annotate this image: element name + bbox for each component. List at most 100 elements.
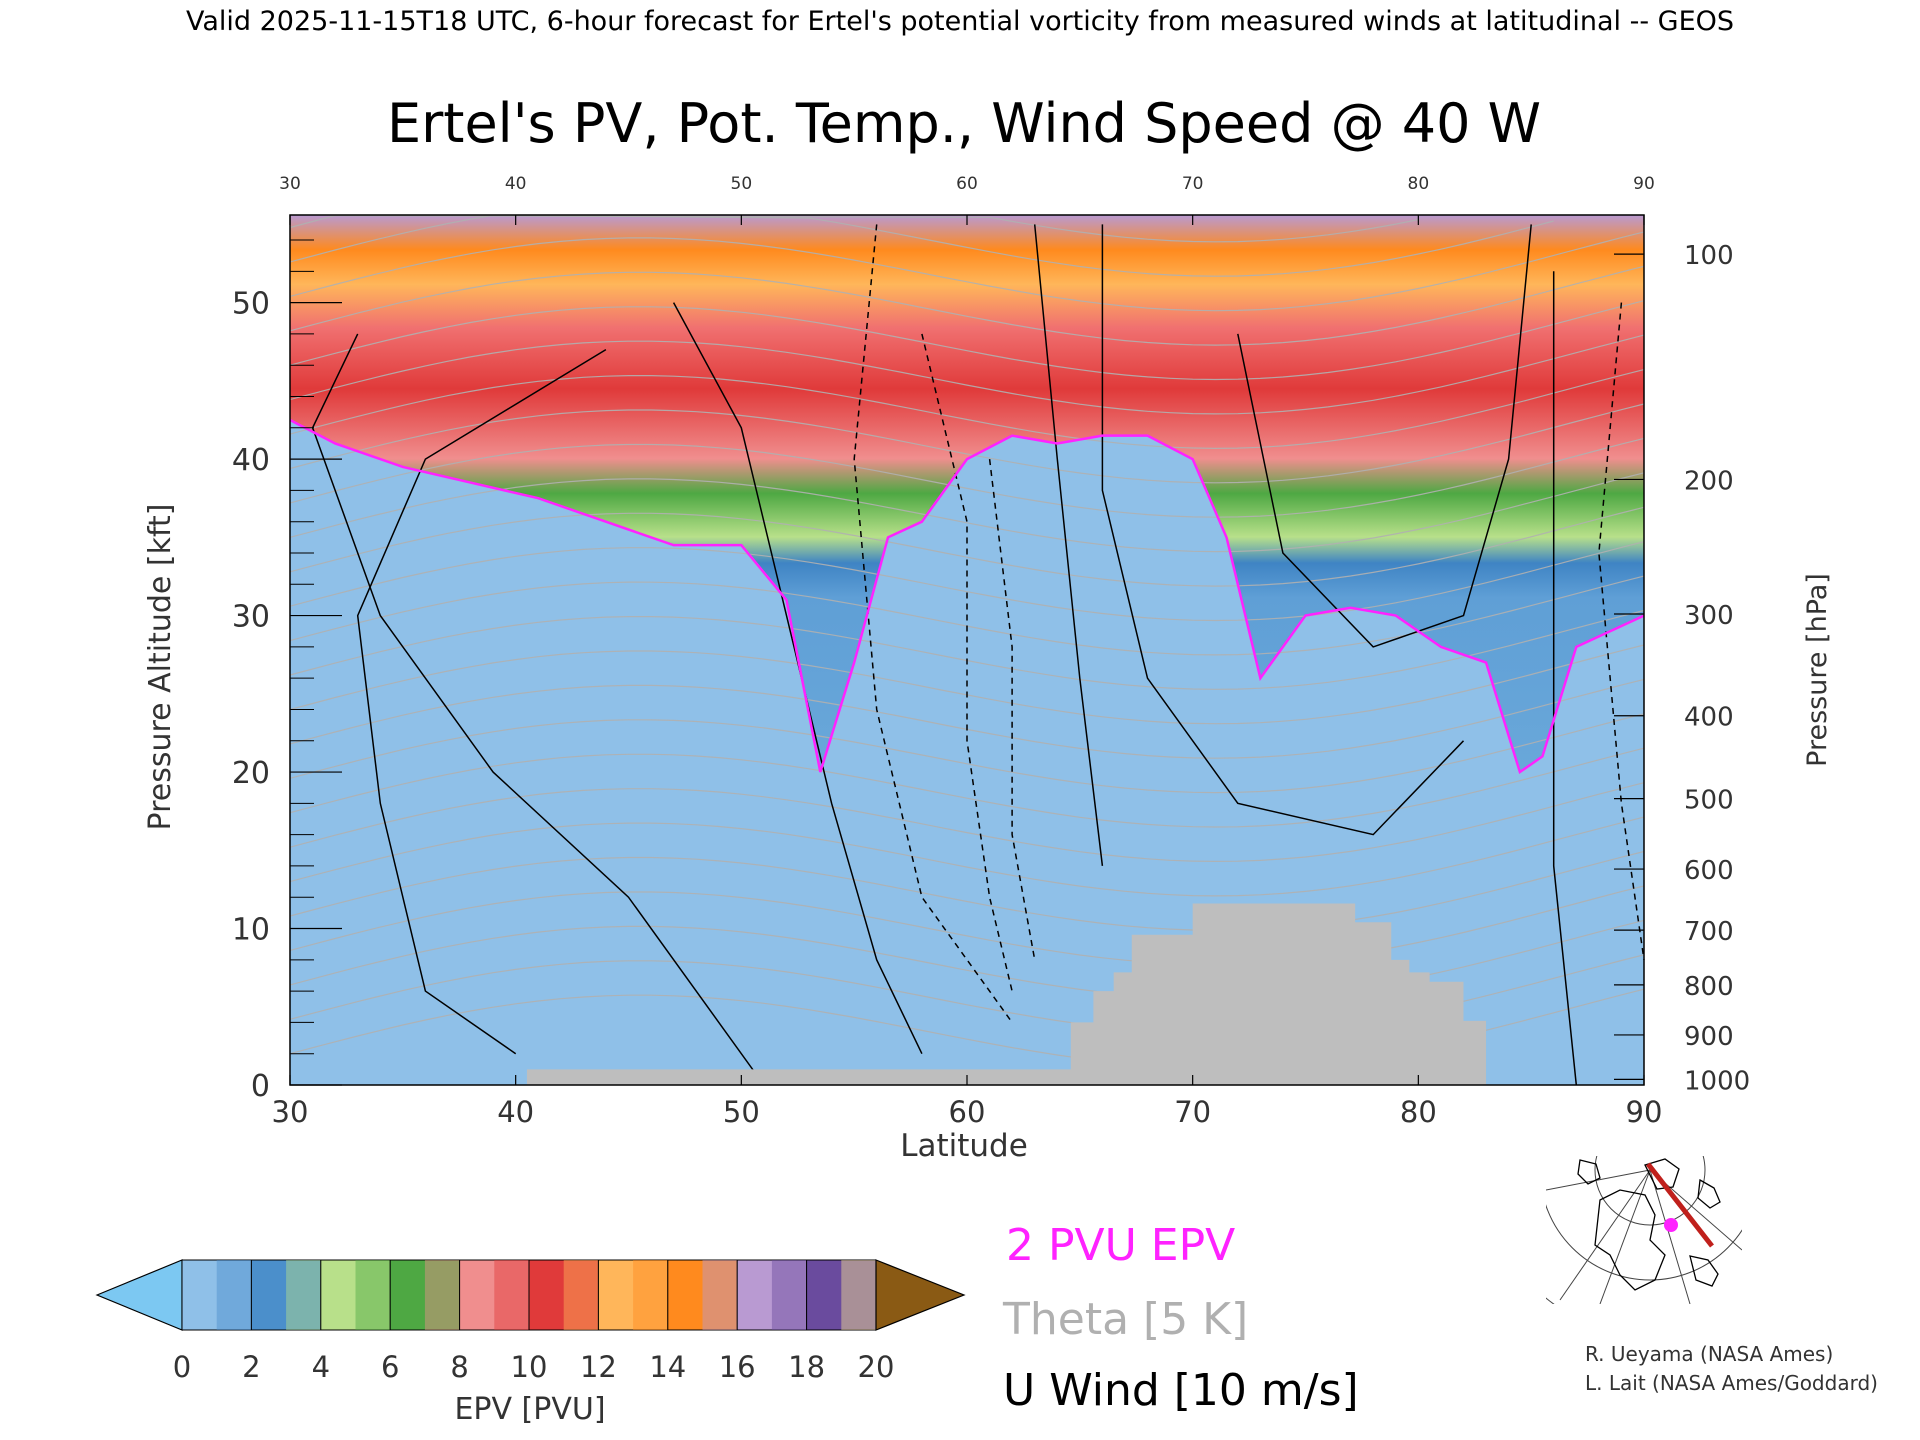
wind-contour: [921, 333, 1013, 992]
pressure-tick-label: 1000: [1684, 1066, 1750, 1096]
x-top-tick-label: 80: [1408, 174, 1430, 194]
colorbar-swatch-blend: [286, 1260, 321, 1330]
x-tick-label: 50: [723, 1095, 760, 1129]
theta-contour: [289, 885, 1645, 966]
x-tick-label: 40: [497, 1095, 534, 1129]
pressure-tick-label: 300: [1684, 601, 1734, 631]
pressure-tick-label: 500: [1684, 786, 1734, 816]
theta-contour: [289, 334, 1645, 415]
theta-contour: [289, 472, 1645, 553]
colorbar-label: EPV [PVU]: [454, 1392, 605, 1427]
pressure-tick-label: 600: [1684, 856, 1734, 886]
colorbar-swatch-blend: [563, 1260, 599, 1330]
theta-contour: [289, 437, 1645, 518]
colorbar-swatch-blend: [424, 1260, 460, 1330]
theta-contour: [289, 300, 1645, 381]
wind-contour: [1101, 224, 1465, 836]
theta-contour: [289, 369, 1645, 450]
pressure-tick-label: 100: [1684, 241, 1734, 271]
theta-contour: [289, 713, 1645, 794]
colorbar-swatch-blend: [633, 1260, 668, 1330]
credit-lait: L. Lait (NASA Ames/Goddard): [1585, 1371, 1878, 1395]
colorbar-swatch: [181, 1259, 252, 1331]
colorbar-swatch-blend: [702, 1260, 738, 1330]
legend-theta: Theta [5 K]: [1002, 1294, 1248, 1345]
x-tick-label: 30: [272, 1095, 309, 1129]
legend-u-wind: U Wind [10 m/s]: [1003, 1365, 1359, 1416]
pressure-tick-label: 400: [1684, 703, 1734, 733]
y-tick-label: 20: [232, 756, 270, 791]
x-top-tick-label: 40: [505, 174, 527, 194]
pressure-tick-label: 700: [1684, 917, 1734, 947]
colorbar: 0 2 4 6 8 10 12 14 16 18 20: [95, 1259, 966, 1384]
pressure-tick-label: 900: [1684, 1022, 1734, 1052]
y-axis-right-label: Pressure [hPa]: [1802, 573, 1833, 767]
colorbar-over-triangle: [875, 1259, 966, 1331]
theta-contour: [289, 403, 1645, 484]
x-tick-label: 60: [949, 1095, 986, 1129]
colorbar-tick-label: 18: [788, 1350, 825, 1384]
colorbar-tick-label: 10: [511, 1350, 548, 1384]
x-top-tick-label: 30: [279, 174, 301, 194]
colorbar-swatch: [459, 1259, 530, 1331]
valid-line: Valid 2025-11-15T18 UTC, 6-hour forecast…: [186, 6, 1734, 37]
colorbar-swatch: [667, 1259, 738, 1331]
theta-contour: [289, 231, 1645, 312]
colorbar-tick-label: 4: [312, 1350, 330, 1384]
theta-contour: [289, 214, 1554, 277]
colorbar-tick-label: 8: [450, 1350, 468, 1384]
wind-contour: [853, 224, 1013, 1023]
axis-ticks: 3030404050506060707080809090010203040501…: [232, 174, 1750, 1129]
colorbar-tick-label: 2: [242, 1350, 260, 1384]
colorbar-swatch: [320, 1259, 391, 1331]
x-top-tick-label: 90: [1633, 174, 1655, 194]
colorbar-tick-label: 16: [719, 1350, 756, 1384]
y-tick-label: 40: [232, 443, 270, 478]
x-top-tick-label: 60: [956, 174, 978, 194]
colorbar-tick-label: 14: [649, 1350, 686, 1384]
wind-contour: [356, 348, 607, 1055]
theta-contour: [289, 816, 1645, 897]
wind-contour: [1552, 271, 1578, 1086]
wind-contour: [988, 459, 1036, 960]
legend-2pvu: 2 PVU EPV: [1006, 1220, 1235, 1271]
credit-ueyama: R. Ueyama (NASA Ames): [1585, 1342, 1833, 1366]
y-tick-label: 0: [251, 1069, 270, 1104]
y-axis-label: Pressure Altitude [kft]: [143, 504, 178, 831]
theta-contour: [289, 506, 1645, 587]
x-top-tick-label: 70: [1182, 174, 1204, 194]
plot-area: 3030404050506060707080809090010203040501…: [232, 174, 1750, 1129]
theta-contour: [289, 782, 1645, 863]
wind-contour: [1033, 224, 1104, 866]
y-tick-label: 10: [232, 913, 270, 948]
x-tick-label: 90: [1626, 1095, 1663, 1129]
colorbar-swatch: [250, 1259, 322, 1331]
colorbar-swatch-blend: [216, 1260, 252, 1330]
x-axis-label: Latitude: [900, 1128, 1028, 1164]
tropopause-2pvu-line: [289, 418, 1645, 775]
colorbar-tick-label: 12: [580, 1350, 617, 1384]
theta-contour: [289, 265, 1645, 346]
colorbar-swatch: [736, 1259, 808, 1331]
colorbar-swatch: [806, 1259, 877, 1331]
pressure-tick-label: 800: [1684, 972, 1734, 1002]
surface-terrain: [526, 903, 1487, 1085]
colorbar-tick-label: 20: [858, 1350, 895, 1384]
colorbar-swatch: [389, 1259, 461, 1331]
colorbar-swatch: [528, 1259, 599, 1331]
colorbar-under-triangle: [95, 1259, 183, 1331]
pressure-tick-label: 200: [1684, 466, 1734, 496]
x-top-tick-label: 50: [731, 174, 753, 194]
x-tick-label: 80: [1400, 1095, 1437, 1129]
colorbar-tick-label: 6: [381, 1350, 399, 1384]
y-tick-label: 50: [232, 287, 270, 322]
colorbar-swatch-blend: [355, 1260, 391, 1330]
chart-title: Ertel's PV, Pot. Temp., Wind Speed @ 40 …: [387, 92, 1541, 155]
theta-contour: [289, 541, 1645, 622]
colorbar-swatch-blend: [494, 1260, 529, 1330]
theta-contour: [289, 850, 1645, 931]
colorbar-swatch-blend: [771, 1260, 807, 1330]
inset-map: [1546, 1156, 1742, 1304]
theta-contour: [289, 747, 1645, 828]
